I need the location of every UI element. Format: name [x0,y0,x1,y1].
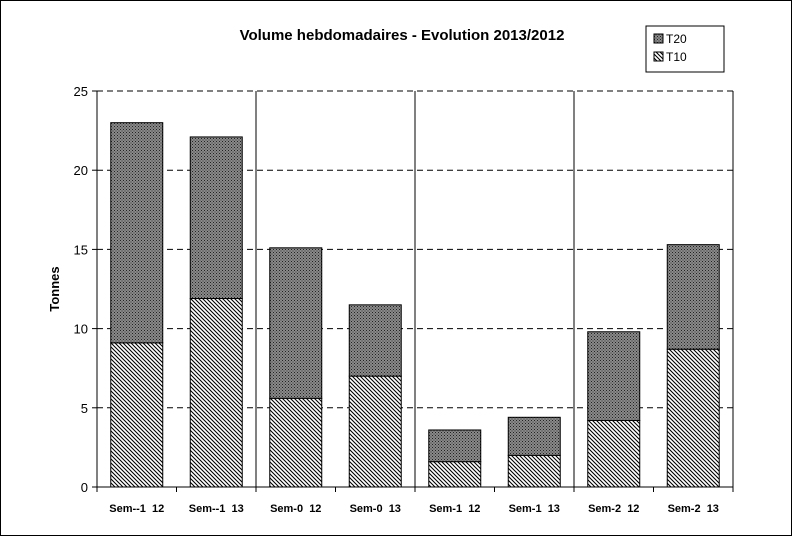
y-tick-label: 20 [74,163,88,178]
bar-segment-t20 [110,122,164,344]
x-tick-label: Sem-2 13 [668,503,719,515]
bar-segment-t10 [348,375,402,488]
x-tick-label: Sem--1 13 [189,503,244,515]
x-tick-label: Sem-0 12 [270,503,321,515]
bar-segment-t10 [269,397,323,488]
bar-segment-t20 [666,244,720,350]
y-axis-label: Tonnes [47,266,62,311]
bar-segment-t20 [189,136,243,300]
bar-segment-t20 [348,304,402,377]
x-tick-label: Sem-1 12 [429,503,480,515]
axes [92,90,734,492]
legend-entry-t20: T20 [653,32,687,46]
x-tick-label: Sem--1 12 [109,503,164,515]
chart-title: Volume hebdomadaires - Evolution 2013/20… [240,27,565,44]
x-tick-label: Sem-2 12 [588,503,639,515]
bar-segment-t10 [587,419,641,488]
legend-entry-t10: T10 [653,50,687,64]
bar-segment-t20 [507,416,561,456]
legend-swatch-t20 [653,33,664,44]
bar-segment-t10 [189,298,243,488]
bar-segment-t20 [269,247,323,399]
bar-segment-t20 [587,331,641,421]
y-tick-label: 25 [74,84,88,99]
legend: T20 T10 [645,25,725,73]
bar-segment-t10 [666,348,720,488]
y-tick-label: 10 [74,322,88,337]
x-tick-label: Sem-1 13 [509,503,560,515]
y-tick-label: 15 [74,242,88,257]
x-tick-label: Sem-0 13 [350,503,401,515]
legend-swatch-t10 [653,51,664,62]
bar-segment-t20 [428,429,482,463]
y-tick-label: 5 [81,401,88,416]
bars [110,122,720,488]
y-tick-label: 0 [81,480,88,495]
tick-labels: Sem--1 12 Sem--1 13 Sem-0 12 Sem-0 13 Sem-1 … [74,84,719,515]
legend-label-t20: T20 [666,32,687,46]
legend-label-t10: T10 [666,50,687,64]
bar-segment-t10 [110,342,164,488]
bar-segment-t10 [428,461,482,488]
bar-segment-t10 [507,454,561,488]
